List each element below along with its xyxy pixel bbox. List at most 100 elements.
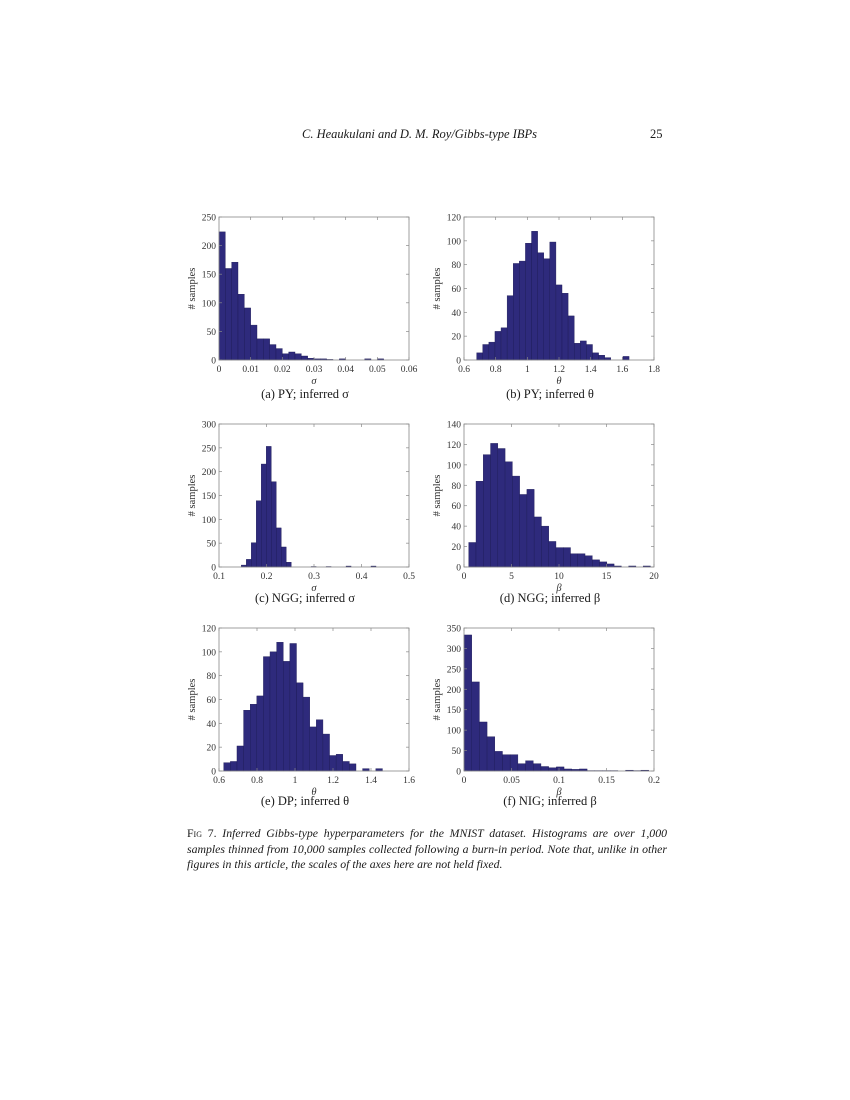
histogram-bar xyxy=(486,736,495,772)
x-tick-label: 1.6 xyxy=(616,365,628,375)
histogram-bar xyxy=(549,241,557,361)
histogram-bar xyxy=(302,696,310,772)
histogram-bar xyxy=(563,547,571,568)
panel-caption-f: (f) NIG; inferred β xyxy=(503,794,597,808)
histogram-bar xyxy=(251,542,257,568)
y-tick-label: 0 xyxy=(456,564,461,574)
histogram-d: 0 5 10 15 20 0 20 40 60 80 100 120 140 β # samples xyxy=(432,421,659,595)
histogram-bar xyxy=(276,642,284,772)
histogram-bar xyxy=(556,766,565,772)
histogram-bar xyxy=(256,695,264,772)
histogram-bar xyxy=(622,356,630,361)
y-tick-label: 200 xyxy=(202,468,217,478)
y-tick-label: 300 xyxy=(447,645,462,655)
x-axis-label: θ xyxy=(311,787,316,798)
y-tick-label: 250 xyxy=(202,214,217,224)
x-tick-label: 1.6 xyxy=(403,776,415,786)
histogram-bar xyxy=(573,343,581,361)
histogram-bars xyxy=(468,443,651,568)
histogram-bars xyxy=(476,231,630,361)
x-tick-label: 0.01 xyxy=(242,365,259,375)
histogram-bar xyxy=(246,559,252,568)
histogram-bar xyxy=(561,293,569,361)
histogram-bar xyxy=(525,760,534,772)
y-axis-label: # samples xyxy=(432,679,443,721)
histogram-bar xyxy=(519,494,528,568)
histogram-bar xyxy=(490,443,499,568)
histogram-bar xyxy=(598,355,605,361)
histogram-bar xyxy=(289,643,297,772)
histogram-bar xyxy=(513,263,520,361)
x-tick-label: 0.5 xyxy=(403,572,415,582)
histogram-bars xyxy=(241,446,377,568)
histogram-bar xyxy=(269,651,277,772)
x-tick-label: 0.05 xyxy=(369,365,386,375)
histogram-bar xyxy=(475,480,484,568)
histogram-bar xyxy=(512,475,520,568)
y-tick-label: 0 xyxy=(456,357,461,367)
histogram-bar xyxy=(225,268,232,361)
histogram-panel-f: 0 0.05 0.1 0.15 0.2 0 50 100 150 200 250 300 350 β # s… xyxy=(430,616,670,816)
panel-caption-e: (e) DP; inferred θ xyxy=(260,794,350,808)
x-tick-label: 0.06 xyxy=(401,365,418,375)
histogram-bar xyxy=(288,351,296,361)
histogram-bar xyxy=(533,763,542,772)
histogram-bar xyxy=(283,661,291,772)
y-tick-label: 100 xyxy=(202,299,217,309)
figure-caption-text: Inferred Gibbs-type hyperparameters for … xyxy=(187,826,667,871)
histogram-bar xyxy=(519,260,526,361)
x-tick-label: 0.8 xyxy=(490,365,502,375)
y-axis-label: # samples xyxy=(187,268,198,310)
x-tick-label: 1 xyxy=(293,776,298,786)
x-tick-label: 0.15 xyxy=(598,776,615,786)
histogram-bar xyxy=(468,542,477,568)
x-tick-label: 0.03 xyxy=(306,365,323,375)
histogram-bar xyxy=(250,324,258,361)
y-tick-label: 20 xyxy=(207,744,217,754)
y-tick-label: 80 xyxy=(452,482,462,492)
y-tick-label: 0 xyxy=(211,564,216,574)
histogram-bar xyxy=(592,559,600,568)
y-tick-label: 100 xyxy=(447,237,462,247)
x-tick-label: 0 xyxy=(462,776,467,786)
x-tick-label: 0.04 xyxy=(337,365,354,375)
histogram-bar xyxy=(606,563,615,568)
histogram-bar xyxy=(586,344,593,361)
y-tick-label: 120 xyxy=(202,625,217,635)
y-tick-label: 140 xyxy=(447,421,462,431)
y-tick-label: 40 xyxy=(207,720,217,730)
x-tick-label: 0.6 xyxy=(213,776,225,786)
axes-frame xyxy=(218,423,410,568)
y-axis-label: # samples xyxy=(432,475,443,517)
x-tick-label: 1.4 xyxy=(365,776,377,786)
y-tick-label: 40 xyxy=(452,309,462,319)
y-tick-label: 0 xyxy=(211,768,216,778)
histogram-bar xyxy=(231,261,239,361)
histogram-bar xyxy=(584,555,593,568)
y-tick-label: 40 xyxy=(452,523,462,533)
figure-number: Fig 7. xyxy=(187,826,217,840)
x-tick-label: 0.2 xyxy=(261,572,273,582)
x-tick-label: 20 xyxy=(649,572,659,582)
y-tick-label: 150 xyxy=(202,492,217,502)
histogram-bar xyxy=(296,682,304,772)
x-tick-label: 0 xyxy=(217,365,222,375)
histogram-bar xyxy=(256,500,262,568)
histogram-panel-c: 0.1 0.2 0.3 0.4 0.5 0 50 100 150 200 250 300 σ # samp… xyxy=(185,412,425,612)
y-tick-label: 200 xyxy=(447,686,462,696)
histogram-bar xyxy=(567,315,575,361)
histogram-bar xyxy=(543,258,551,361)
histogram-bar xyxy=(223,762,231,772)
histogram-bar xyxy=(263,656,271,772)
histogram-a: 0 0.01 0.02 0.03 0.04 0.05 0.06 0 50 100 150 200 250… xyxy=(187,214,418,388)
histogram-bar xyxy=(286,562,292,568)
panel-caption-c: (c) NGG; inferred σ xyxy=(254,591,356,605)
histogram-bar xyxy=(483,454,491,568)
page-number: 25 xyxy=(650,127,663,141)
histogram-bar xyxy=(577,553,586,568)
x-tick-label: 1.4 xyxy=(585,365,597,375)
histogram-bar xyxy=(494,331,502,361)
x-axis-label: β xyxy=(555,787,562,798)
histogram-bar xyxy=(263,338,270,361)
x-tick-label: 0.8 xyxy=(251,776,263,786)
